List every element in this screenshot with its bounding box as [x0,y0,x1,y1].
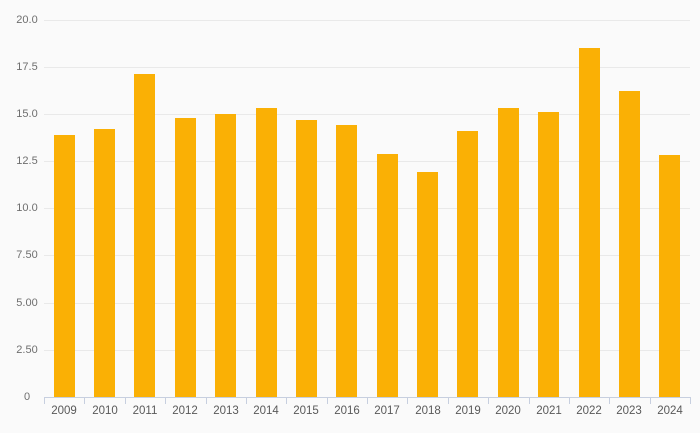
x-label-2011: 2011 [132,405,158,417]
bar-2018[interactable] [417,172,438,397]
x-axis-tick [327,398,328,404]
x-axis-tick [44,398,45,404]
x-label-2018: 2018 [415,405,441,417]
x-axis-tick [529,398,530,404]
x-label-2016: 2016 [334,405,360,417]
x-axis-tick [125,398,126,404]
gridline-2.50 [44,350,690,351]
gridline-12.5 [44,161,690,162]
x-label-2020: 2020 [495,405,521,417]
x-label-2017: 2017 [374,405,400,417]
bar-2017[interactable] [377,154,398,397]
bar-2019[interactable] [457,131,478,397]
x-axis-line [44,397,691,398]
gridline-17.5 [44,67,690,68]
x-label-2013: 2013 [213,405,239,417]
x-axis-tick [407,398,408,404]
y-axis-label-15.0: 15.0 [16,108,38,120]
x-axis-tick [84,398,85,404]
y-axis-label-0: 0 [23,391,31,403]
x-axis-tick [206,398,207,404]
x-axis-tick [367,398,368,404]
x-axis-tick [448,398,449,404]
gridline-20.0 [44,20,690,21]
x-label-2022: 2022 [576,405,602,417]
x-label-2014: 2014 [253,405,279,417]
x-axis-tick [609,398,610,404]
gridline-7.50 [44,255,690,256]
bar-2015[interactable] [296,120,317,397]
y-axis-label-7.50: 7.50 [16,249,38,261]
y-axis-label-2.50: 2.50 [16,344,38,356]
bar-2020[interactable] [498,108,519,397]
y-axis-label-12.5: 12.5 [16,155,38,167]
y-axis-label-10.0: 10.0 [16,202,38,214]
y-axis-label-20.0: 20.0 [16,14,38,26]
gridline-15.0 [44,114,690,115]
x-axis-tick [569,398,570,404]
gridline-5.00 [44,303,690,304]
x-label-2009: 2009 [51,405,77,417]
bar-2010[interactable] [94,129,115,397]
bar-2021[interactable] [538,112,559,397]
x-axis-tick [650,398,651,404]
bar-2012[interactable] [175,118,196,397]
bar-2024[interactable] [659,155,680,397]
x-label-2021: 2021 [536,405,562,417]
y-axis-label-17.5: 17.5 [16,61,38,73]
x-label-2015: 2015 [293,405,319,417]
x-label-2012: 2012 [172,405,198,417]
x-axis-tick [488,398,489,404]
bar-2014[interactable] [256,108,277,397]
bar-2013[interactable] [215,114,236,397]
x-axis-tick [286,398,287,404]
bar-2016[interactable] [336,125,357,397]
y-axis-label-5.00: 5.00 [16,297,38,309]
x-axis-tick [690,398,691,404]
x-label-2024: 2024 [657,405,683,417]
bar-2022[interactable] [579,48,600,397]
x-axis-tick [165,398,166,404]
x-label-2010: 2010 [92,405,118,417]
bar-2011[interactable] [134,74,155,397]
bar-2023[interactable] [619,91,640,397]
gridline-10.0 [44,208,690,209]
x-label-2023: 2023 [616,405,642,417]
bar-2009[interactable] [54,135,75,397]
x-label-2019: 2019 [455,405,481,417]
x-axis-tick [246,398,247,404]
